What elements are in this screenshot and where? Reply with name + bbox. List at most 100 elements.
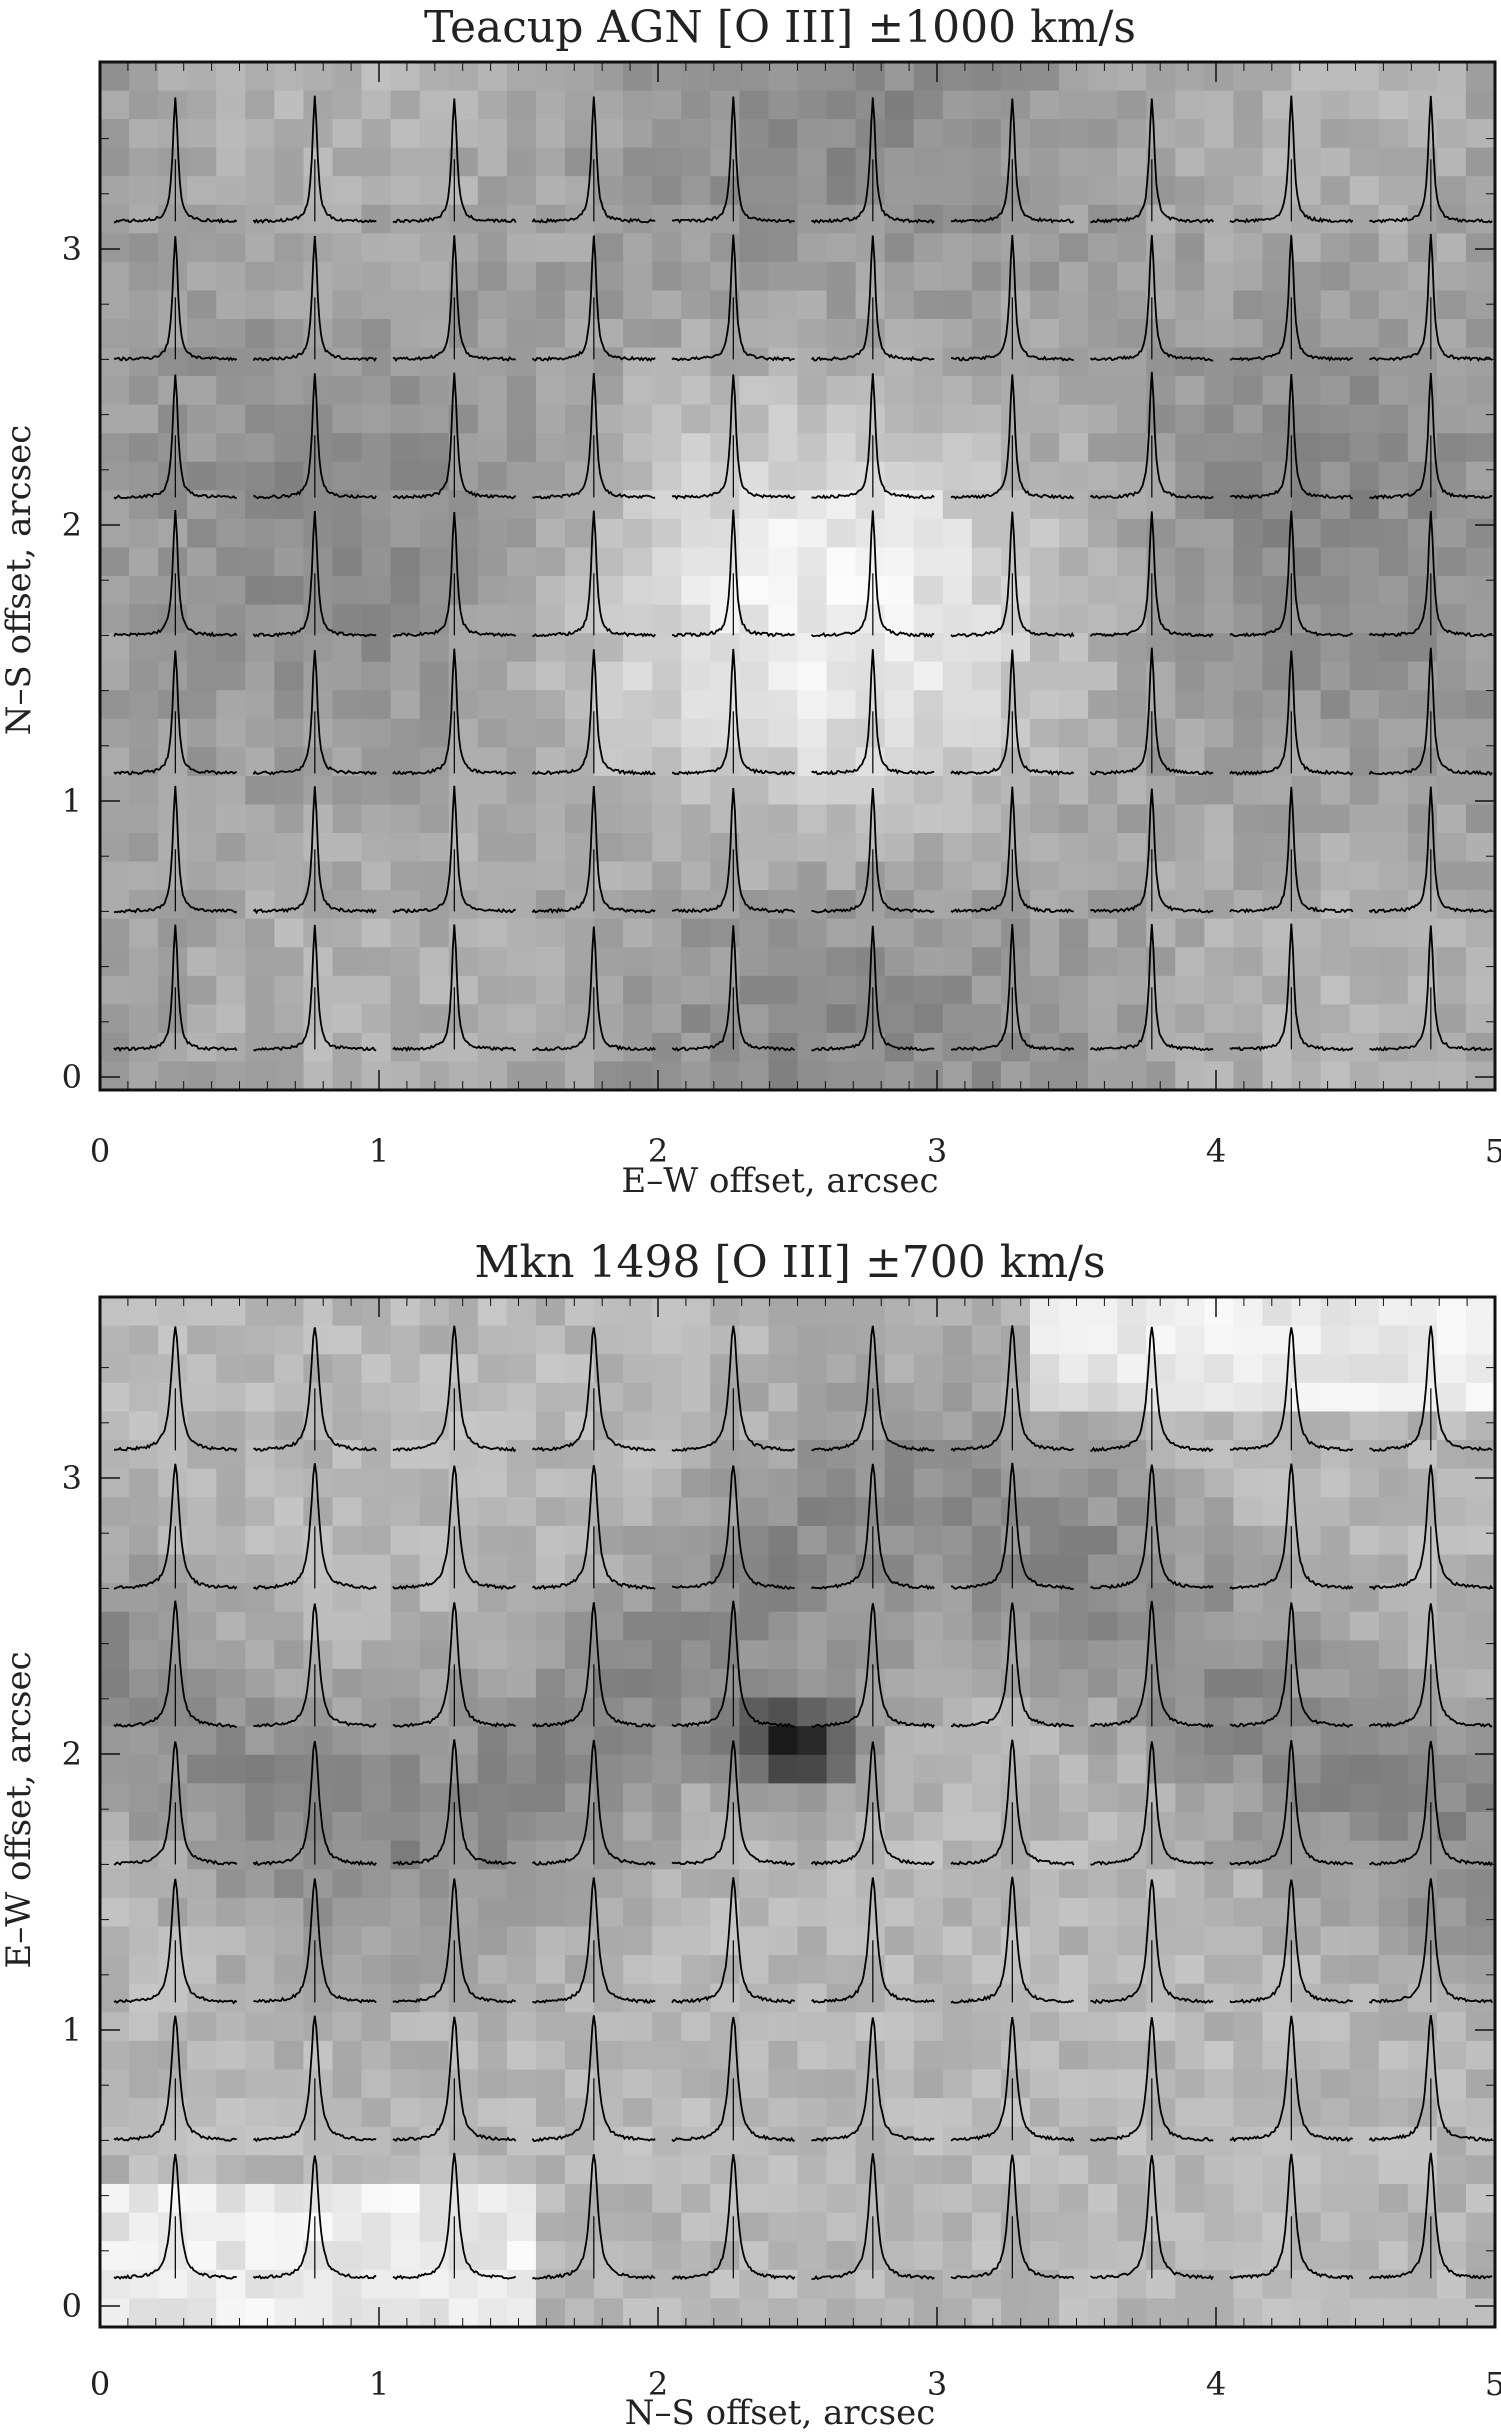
map-cell — [1349, 1497, 1380, 1527]
map-cell — [1465, 376, 1496, 406]
map-cell — [1407, 2183, 1438, 2214]
map-cell — [506, 775, 537, 806]
map-cell — [1407, 861, 1438, 891]
map-cell — [361, 518, 392, 549]
map-cell — [245, 1382, 275, 1413]
map-cell — [158, 1583, 188, 1613]
map-cell — [158, 461, 188, 491]
map-cell — [855, 1382, 886, 1413]
map-cell — [535, 1411, 566, 1441]
map-cell — [361, 1325, 392, 1355]
map-cell — [448, 890, 479, 920]
map-cell — [1000, 119, 1031, 149]
map-cell — [390, 319, 421, 349]
map-cell — [1117, 633, 1147, 663]
map-cell — [129, 1297, 159, 1327]
map-cell — [1436, 1668, 1467, 1699]
map-cell — [506, 1354, 537, 1384]
map-cell — [855, 1640, 886, 1670]
map-cell — [419, 1611, 450, 1641]
map-cell — [1117, 775, 1147, 806]
map-cell — [565, 2298, 595, 2328]
map-cell — [913, 490, 944, 520]
map-cell — [739, 804, 770, 834]
map-cell — [1320, 1061, 1351, 1091]
map-cell — [187, 1497, 217, 1527]
map-cell — [448, 1440, 479, 1470]
map-cell — [623, 690, 653, 720]
map-cell — [652, 975, 682, 1005]
map-cell — [216, 1812, 246, 1842]
map-cell — [129, 518, 159, 549]
map-cell — [826, 1812, 857, 1842]
map-cell — [187, 1325, 217, 1355]
map-cell — [1320, 547, 1351, 577]
map-cell — [216, 1955, 246, 1985]
map-cell — [390, 2212, 421, 2242]
map-cell — [100, 2241, 130, 2271]
map-cell — [419, 861, 450, 891]
map-cell — [129, 861, 159, 891]
map-cell — [1059, 176, 1089, 206]
map-cell — [274, 90, 305, 120]
map-cell — [942, 461, 973, 491]
map-cell — [1000, 2126, 1031, 2156]
map-cell — [1059, 690, 1089, 720]
map-cell — [274, 1726, 305, 1756]
map-cell — [419, 718, 450, 748]
map-cell — [1291, 1840, 1322, 1870]
map-cell — [1088, 1554, 1118, 1584]
map-cell — [1291, 290, 1322, 320]
map-cell — [303, 947, 334, 977]
map-cell — [477, 1004, 508, 1034]
map-cell — [1059, 2126, 1089, 2156]
map-cell — [274, 804, 305, 834]
map-cell — [100, 490, 130, 520]
spectrum-line — [113, 236, 238, 362]
map-cell — [1407, 147, 1438, 177]
map-cell — [535, 1468, 566, 1498]
map-cell — [1378, 1668, 1409, 1699]
map-cell — [129, 176, 159, 206]
map-cell — [332, 176, 363, 206]
map-cell — [1291, 119, 1322, 149]
map-cell — [100, 775, 130, 806]
map-cell — [274, 833, 305, 863]
map-cell — [623, 62, 653, 92]
map-cell — [826, 775, 857, 806]
map-cell — [1088, 1812, 1118, 1842]
map-cell — [739, 2069, 770, 2099]
map-cell — [652, 90, 682, 120]
map-cell — [681, 2241, 711, 2271]
map-cell — [913, 604, 944, 634]
map-cell — [1349, 1897, 1380, 1928]
map-cell — [942, 404, 973, 434]
map-cell — [594, 661, 624, 691]
map-cell — [100, 1812, 130, 1842]
map-cell — [623, 1325, 653, 1355]
map-cell — [1465, 1497, 1496, 1527]
map-cell — [1204, 1554, 1235, 1584]
map-cell — [332, 2040, 363, 2071]
map-cell — [1088, 1640, 1118, 1670]
map-cell — [797, 1004, 828, 1034]
map-cell — [1378, 1640, 1409, 1670]
spectrum-line — [531, 785, 656, 915]
map-cell — [1146, 547, 1176, 577]
map-cell — [535, 1897, 566, 1928]
map-cell — [884, 319, 915, 349]
map-cell — [1233, 2012, 1264, 2042]
map-cell — [710, 1440, 740, 1470]
map-cell — [187, 2298, 217, 2328]
spectrum-line — [252, 786, 377, 915]
map-cell — [971, 2155, 1002, 2185]
intensity-map — [100, 1297, 1496, 2328]
map-cell — [187, 975, 217, 1005]
map-cell — [245, 1061, 275, 1091]
map-cell — [274, 1869, 305, 1899]
map-cell — [884, 461, 915, 491]
map-cell — [1349, 775, 1380, 806]
map-cell — [884, 1297, 915, 1327]
map-cell — [681, 1812, 711, 1842]
map-cell — [652, 461, 682, 491]
